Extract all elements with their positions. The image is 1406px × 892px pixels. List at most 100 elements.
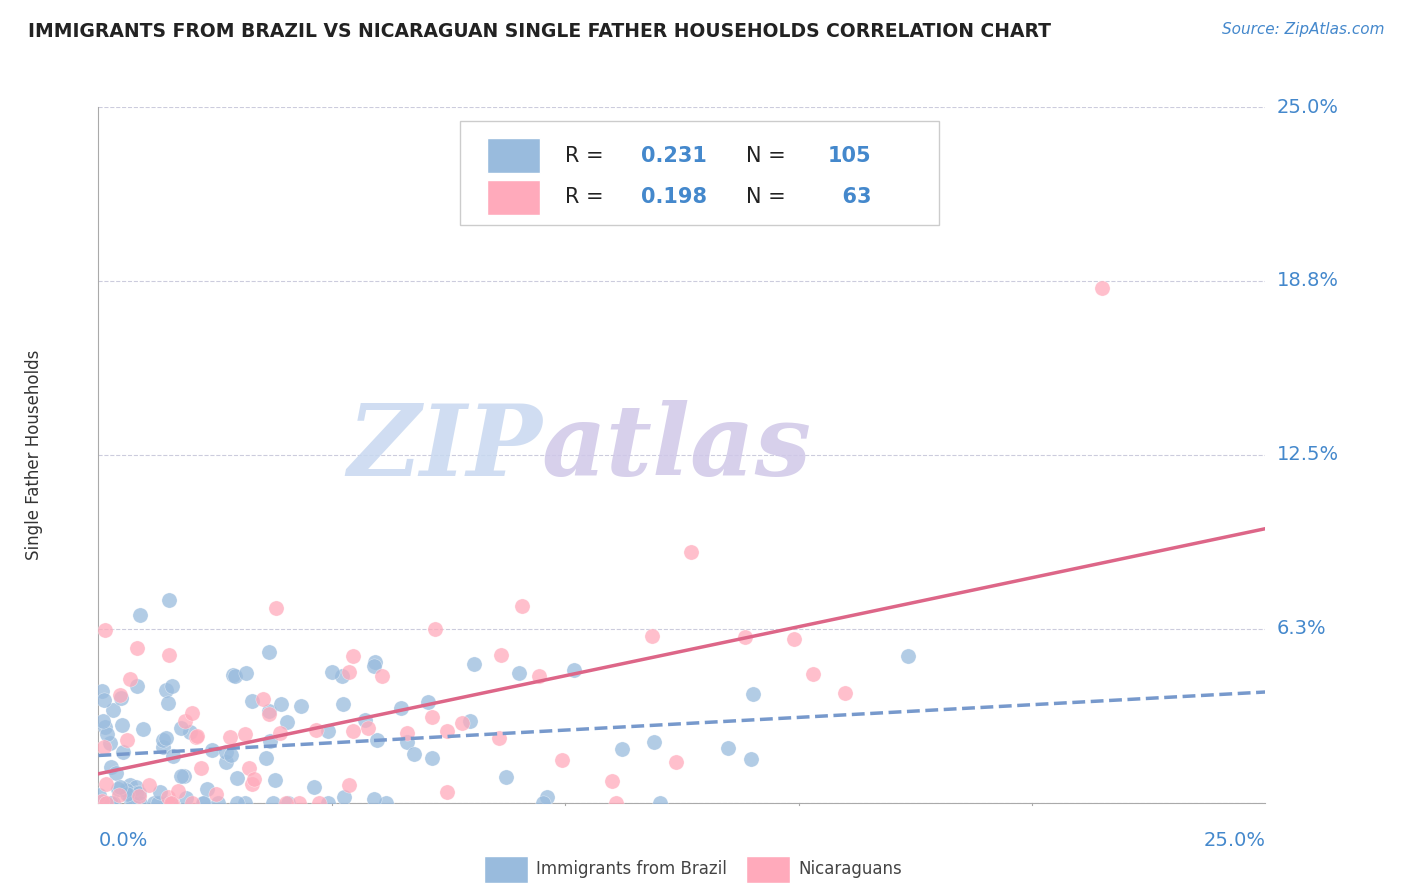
- Point: [98, 736, 121, 750]
- Point: [120, 790, 142, 805]
- Point: [170, 769, 193, 783]
- Point: [226, 771, 249, 785]
- Point: [224, 668, 246, 682]
- Point: [207, 796, 229, 810]
- Point: [157, 648, 180, 662]
- Point: [219, 730, 242, 744]
- Point: [510, 599, 533, 613]
- Point: [100, 796, 122, 810]
- Text: Nicaraguans: Nicaraguans: [799, 860, 903, 878]
- Point: [96, 727, 118, 741]
- Point: [1091, 281, 1114, 295]
- Point: [290, 698, 312, 713]
- Point: [371, 669, 394, 683]
- Point: [167, 783, 190, 797]
- Point: [288, 796, 311, 810]
- Point: [363, 791, 385, 805]
- Point: [214, 745, 236, 759]
- Point: [356, 721, 378, 735]
- Point: [174, 791, 197, 805]
- Point: [551, 753, 574, 767]
- Point: [120, 778, 142, 792]
- Point: [318, 724, 340, 739]
- Point: [181, 796, 204, 810]
- Point: [330, 669, 353, 683]
- FancyBboxPatch shape: [484, 856, 527, 883]
- Point: [94, 777, 117, 791]
- Point: [395, 734, 418, 748]
- Point: [262, 796, 284, 810]
- Point: [564, 664, 586, 678]
- Point: [193, 796, 215, 810]
- Point: [270, 697, 292, 711]
- Point: [305, 723, 328, 737]
- Point: [488, 731, 510, 745]
- Point: [257, 704, 280, 718]
- Point: [122, 796, 145, 810]
- Text: 25.0%: 25.0%: [1204, 830, 1265, 850]
- Point: [107, 781, 129, 796]
- Point: [436, 723, 458, 738]
- Point: [195, 782, 218, 797]
- Point: [605, 796, 627, 810]
- Text: IMMIGRANTS FROM BRAZIL VS NICARAGUAN SINGLE FATHER HOUSEHOLDS CORRELATION CHART: IMMIGRANTS FROM BRAZIL VS NICARAGUAN SIN…: [28, 22, 1052, 41]
- Point: [259, 706, 281, 721]
- Point: [276, 714, 298, 729]
- Point: [138, 778, 160, 792]
- Point: [94, 720, 117, 734]
- Point: [463, 657, 485, 671]
- Point: [125, 679, 148, 693]
- Point: [191, 796, 214, 810]
- Point: [128, 786, 150, 800]
- Point: [277, 796, 299, 810]
- Point: [259, 734, 281, 748]
- Point: [641, 629, 664, 643]
- Point: [801, 667, 824, 681]
- Text: 63: 63: [828, 187, 872, 208]
- Point: [252, 692, 274, 706]
- Point: [240, 777, 263, 791]
- Point: [600, 774, 623, 789]
- Text: 18.8%: 18.8%: [1277, 271, 1339, 291]
- Point: [264, 773, 287, 788]
- Point: [101, 702, 124, 716]
- Point: [125, 780, 148, 794]
- Text: ZIP: ZIP: [347, 400, 541, 496]
- Point: [740, 752, 762, 766]
- Point: [190, 761, 212, 775]
- Text: Source: ZipAtlas.com: Source: ZipAtlas.com: [1222, 22, 1385, 37]
- Text: 105: 105: [828, 145, 872, 166]
- Point: [321, 665, 343, 680]
- Text: 25.0%: 25.0%: [1277, 97, 1339, 117]
- Point: [108, 688, 131, 702]
- Point: [101, 796, 124, 810]
- Point: [179, 725, 201, 739]
- Point: [146, 796, 169, 810]
- Point: [110, 690, 132, 705]
- Point: [173, 769, 195, 783]
- Point: [156, 789, 179, 804]
- Point: [93, 740, 115, 755]
- Point: [495, 770, 517, 784]
- Text: R =: R =: [565, 187, 610, 208]
- Point: [354, 714, 377, 728]
- Point: [111, 718, 134, 732]
- Text: 6.3%: 6.3%: [1277, 619, 1326, 639]
- Point: [834, 686, 856, 700]
- Point: [160, 796, 183, 810]
- Point: [536, 790, 558, 805]
- Text: Single Father Households: Single Father Households: [25, 350, 44, 560]
- Text: R =: R =: [565, 145, 610, 166]
- Point: [91, 683, 114, 698]
- Point: [337, 665, 360, 679]
- Point: [155, 731, 177, 746]
- Point: [269, 726, 291, 740]
- Point: [186, 729, 208, 743]
- Point: [174, 714, 197, 729]
- Point: [115, 787, 138, 801]
- Point: [240, 694, 263, 708]
- Point: [127, 640, 149, 655]
- Point: [333, 789, 356, 804]
- Point: [420, 709, 443, 723]
- Point: [233, 796, 256, 810]
